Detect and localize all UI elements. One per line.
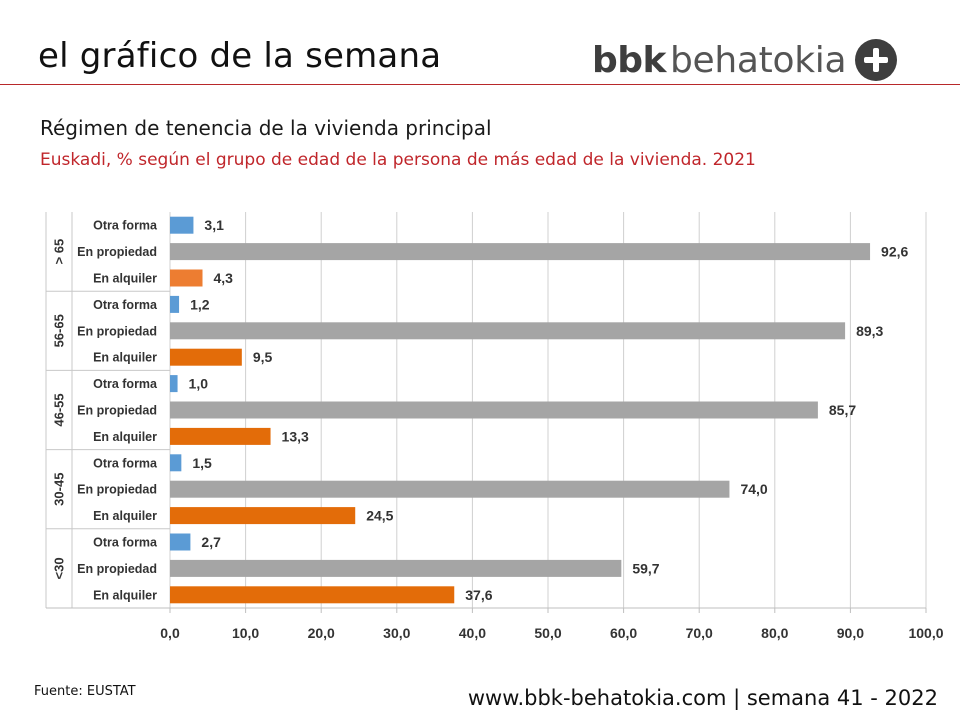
bar: [170, 216, 194, 234]
category-label: Otra forma: [93, 377, 158, 391]
x-tick-label: 0,0: [160, 625, 180, 641]
data-label: 9,5: [253, 349, 273, 365]
category-label: En alquiler: [93, 588, 157, 602]
x-tick-label: 10,0: [232, 625, 259, 641]
group-label: 30-45: [51, 473, 66, 506]
bar: [170, 322, 846, 340]
category-label: En propiedad: [77, 245, 157, 259]
header-divider: [0, 84, 960, 85]
x-tick-label: 20,0: [308, 625, 335, 641]
group-label: > 65: [51, 239, 66, 265]
category-label: En propiedad: [77, 562, 157, 576]
x-tick-label: 100,0: [908, 625, 943, 641]
category-label: En alquiler: [93, 351, 157, 365]
bar: [170, 454, 182, 472]
x-tick-label: 50,0: [534, 625, 561, 641]
data-label: 2,7: [201, 534, 221, 550]
bar: [170, 243, 871, 261]
bar: [170, 480, 730, 498]
plus-circle-icon: [855, 39, 898, 81]
footer-link[interactable]: www.bbk-behatokia.com | semana 41 - 2022: [467, 686, 938, 710]
data-label: 37,6: [465, 587, 492, 603]
bar: [170, 401, 818, 419]
bar: [170, 586, 455, 604]
chart-subtitle: Euskadi, % según el grupo de edad de la …: [40, 150, 756, 170]
category-label: En propiedad: [77, 324, 157, 338]
data-label: 59,7: [632, 560, 659, 576]
bar: [170, 533, 191, 551]
category-label: En alquiler: [93, 509, 157, 523]
data-label: 1,5: [192, 455, 212, 471]
category-label: Otra forma: [93, 219, 158, 233]
group-label: <30: [51, 557, 66, 579]
bar: [170, 427, 271, 445]
logo-light-text: behatokia: [669, 39, 847, 81]
category-label: En propiedad: [77, 404, 157, 418]
x-tick-label: 80,0: [761, 625, 788, 641]
data-label: 89,3: [856, 323, 883, 339]
category-label: Otra forma: [93, 456, 158, 470]
data-label: 85,7: [829, 402, 856, 418]
brand-logo[interactable]: bbk behatokia: [592, 38, 898, 82]
data-label: 92,6: [881, 244, 908, 260]
bar: [170, 348, 242, 366]
category-label: En alquiler: [93, 430, 157, 444]
data-label: 74,0: [740, 481, 767, 497]
group-label: 56-65: [51, 314, 66, 347]
data-label: 1,2: [190, 296, 210, 312]
x-tick-label: 60,0: [610, 625, 637, 641]
category-label: Otra forma: [93, 298, 158, 312]
bar: [170, 295, 180, 313]
bar: [170, 559, 622, 577]
logo-bold-text: bbk: [592, 39, 666, 81]
x-tick-label: 40,0: [459, 625, 486, 641]
category-label: En alquiler: [93, 272, 157, 286]
data-label: 4,3: [214, 270, 234, 286]
bar: [170, 507, 356, 525]
data-label: 3,1: [204, 217, 224, 233]
group-label: 46-55: [51, 393, 66, 426]
page-title: el gráfico de la semana: [38, 36, 442, 76]
chart-title: Régimen de tenencia de la vivienda princ…: [40, 116, 492, 140]
x-tick-label: 90,0: [837, 625, 864, 641]
x-tick-label: 70,0: [686, 625, 713, 641]
category-label: Otra forma: [93, 536, 158, 550]
data-label: 24,5: [366, 508, 393, 524]
category-label: En propiedad: [77, 483, 157, 497]
source-note: Fuente: EUSTAT: [34, 684, 136, 699]
bar: [170, 269, 203, 287]
data-label: 13,3: [282, 428, 309, 444]
bar: [170, 375, 178, 393]
data-label: 1,0: [189, 376, 209, 392]
x-tick-label: 30,0: [383, 625, 410, 641]
